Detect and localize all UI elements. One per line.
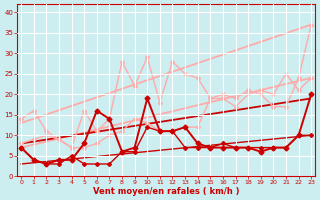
X-axis label: Vent moyen/en rafales ( km/h ): Vent moyen/en rafales ( km/h ) xyxy=(93,187,239,196)
